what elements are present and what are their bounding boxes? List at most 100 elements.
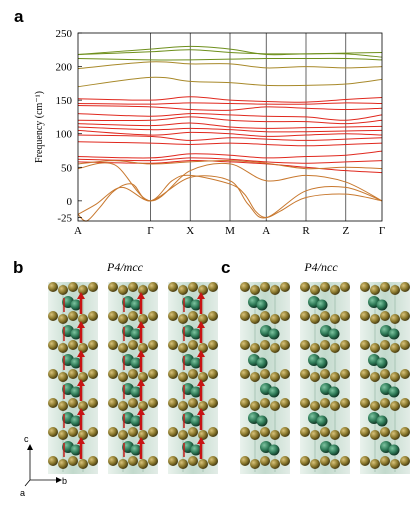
atom-gold: [148, 340, 158, 350]
atom-gold: [68, 398, 78, 408]
atom-gold: [68, 282, 78, 292]
displacement-arrowhead: [77, 350, 85, 357]
atom-gold: [58, 372, 68, 382]
atom-gold: [178, 343, 188, 353]
atom-gold: [48, 282, 58, 292]
atom-gold: [380, 398, 390, 408]
atom-gold: [78, 459, 88, 469]
atom-gold: [360, 311, 370, 321]
atom-gold: [198, 459, 208, 469]
atom-gold: [128, 311, 138, 321]
bands: [77, 45, 383, 222]
atom-gold: [148, 427, 158, 437]
panel-label-a: a: [14, 7, 24, 26]
band-line: [77, 113, 383, 121]
atom-green: [130, 415, 142, 427]
atom-gold: [48, 340, 58, 350]
atom-green: [190, 415, 202, 427]
atom-gold: [270, 401, 280, 411]
displacement-arrowhead: [197, 379, 205, 386]
atom-gold: [188, 282, 198, 292]
atom-green: [70, 444, 82, 456]
atom-gold: [108, 282, 118, 292]
atom-green: [130, 328, 142, 340]
atom-green: [328, 386, 340, 398]
atom-gold: [400, 456, 410, 466]
atom-green: [316, 415, 328, 427]
axis-a-label: a: [20, 488, 25, 498]
axes-triad: c b a: [20, 434, 67, 498]
atom-gold: [88, 456, 98, 466]
atom-gold: [128, 398, 138, 408]
atom-gold: [78, 401, 88, 411]
displacement-arrowhead: [77, 379, 85, 386]
atom-gold: [128, 456, 138, 466]
atom-gold: [260, 340, 270, 350]
atom-gold: [280, 456, 290, 466]
band-line: [77, 57, 383, 61]
y-tick-label: 100: [56, 129, 73, 141]
atom-gold: [198, 314, 208, 324]
atom-gold: [310, 314, 320, 324]
atom-gold: [88, 340, 98, 350]
atom-green: [376, 415, 388, 427]
x-tick-label: Z: [342, 225, 349, 237]
atom-gold: [88, 369, 98, 379]
atom-gold: [118, 285, 128, 295]
atom-green: [190, 386, 202, 398]
atom-gold: [280, 369, 290, 379]
atom-green: [256, 415, 268, 427]
atom-gold: [330, 430, 340, 440]
atom-gold: [360, 340, 370, 350]
atom-gold: [118, 401, 128, 411]
displacement-arrowhead: [197, 292, 205, 299]
band-line: [77, 160, 383, 170]
atom-gold: [280, 398, 290, 408]
atom-gold: [240, 456, 250, 466]
space-group-c: P4/ncc: [303, 260, 338, 274]
atom-gold: [260, 398, 270, 408]
x-tick-label: A: [74, 225, 82, 237]
band-line: [77, 126, 383, 133]
atom-gold: [118, 343, 128, 353]
atom-gold: [400, 282, 410, 292]
atom-gold: [370, 459, 380, 469]
atom-gold: [108, 456, 118, 466]
atom-gold: [168, 427, 178, 437]
atom-gold: [250, 459, 260, 469]
atom-gold: [108, 340, 118, 350]
atom-gold: [138, 372, 148, 382]
band-line: [77, 162, 383, 202]
x-tick-label: M: [225, 225, 235, 237]
atom-gold: [188, 456, 198, 466]
atom-gold: [360, 456, 370, 466]
atom-gold: [260, 456, 270, 466]
atom-gold: [208, 398, 218, 408]
atom-green: [190, 444, 202, 456]
atom-gold: [58, 459, 68, 469]
atom-gold: [280, 311, 290, 321]
atom-gold: [400, 369, 410, 379]
atom-gold: [198, 372, 208, 382]
displacement-arrowhead: [197, 408, 205, 415]
atom-gold: [148, 311, 158, 321]
atom-gold: [270, 343, 280, 353]
atom-gold: [88, 398, 98, 408]
panel-label-b: b: [13, 258, 23, 277]
atom-gold: [300, 456, 310, 466]
axis-c-label: c: [24, 434, 29, 444]
atom-gold: [280, 427, 290, 437]
atom-gold: [208, 340, 218, 350]
y-tick-label: -25: [57, 213, 72, 225]
axis-b-label: b: [62, 476, 67, 486]
atom-gold: [390, 459, 400, 469]
atom-gold: [168, 311, 178, 321]
panel-label-c: c: [221, 258, 230, 277]
atom-gold: [340, 311, 350, 321]
atom-gold: [260, 427, 270, 437]
atom-gold: [280, 340, 290, 350]
atom-green: [388, 386, 400, 398]
displacement-arrowhead: [197, 350, 205, 357]
band-line: [77, 105, 383, 111]
